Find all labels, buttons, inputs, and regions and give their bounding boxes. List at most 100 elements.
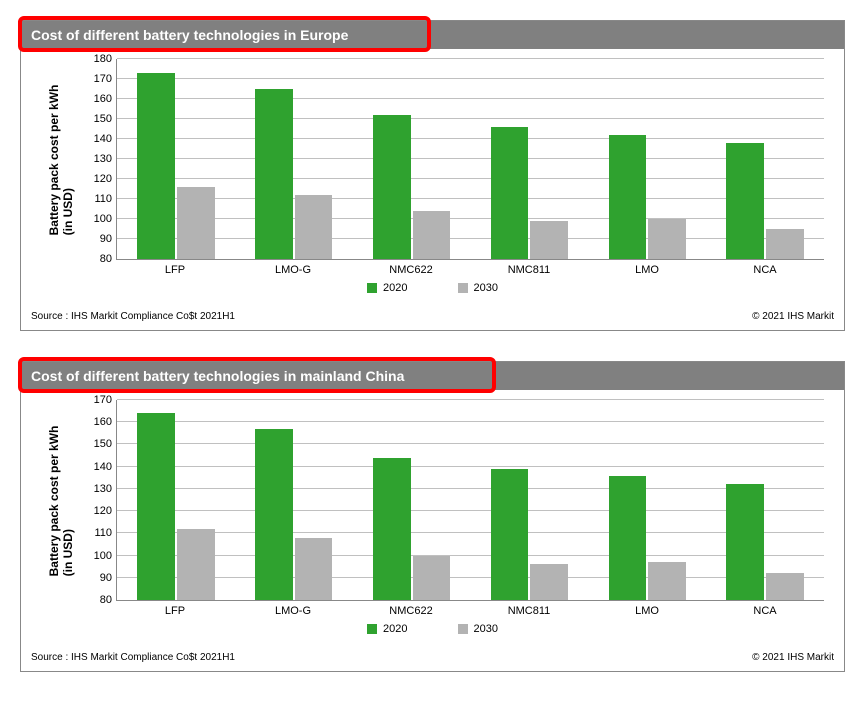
y-tick: 150	[94, 438, 112, 450]
chart-title: Cost of different battery technologies i…	[31, 27, 348, 43]
bar	[491, 127, 529, 259]
y-tick: 160	[94, 93, 112, 105]
x-tick: LMO	[588, 260, 706, 276]
bar	[255, 429, 293, 600]
category-slot	[588, 59, 706, 259]
copyright-text: © 2021 IHS Markit	[752, 311, 834, 322]
chart-footer: Source : IHS Markit Compliance Co$t 2021…	[21, 305, 844, 330]
y-tick: 100	[94, 213, 112, 225]
legend-item: 2030	[458, 623, 498, 635]
y-tick: 120	[94, 173, 112, 185]
legend-item: 2030	[458, 282, 498, 294]
legend-label: 2020	[383, 623, 407, 635]
category-slot	[117, 400, 235, 600]
source-text: Source : IHS Markit Compliance Co$t 2021…	[31, 311, 235, 322]
bar	[491, 469, 529, 600]
bar	[609, 476, 647, 600]
y-axis-label: Battery pack cost per kWh(in USD)	[47, 425, 75, 576]
chart-title: Cost of different battery technologies i…	[31, 368, 404, 384]
y-tick: 100	[94, 550, 112, 562]
legend-label: 2020	[383, 282, 407, 294]
y-tick: 80	[100, 594, 112, 606]
y-tick: 150	[94, 113, 112, 125]
category-slot	[353, 59, 471, 259]
bar	[295, 538, 333, 600]
bar	[530, 564, 568, 600]
chart-panel-1: Cost of different battery technologies i…	[20, 361, 845, 672]
x-tick: NMC622	[352, 260, 470, 276]
y-tick: 110	[94, 193, 112, 205]
bar	[137, 73, 175, 259]
chart-title-bar: Cost of different battery technologies i…	[21, 362, 844, 390]
bar	[609, 135, 647, 259]
chart-title-bar: Cost of different battery technologies i…	[21, 21, 844, 49]
x-tick: NCA	[706, 260, 824, 276]
bar	[295, 195, 333, 259]
source-text: Source : IHS Markit Compliance Co$t 2021…	[31, 652, 235, 663]
y-tick: 90	[100, 233, 112, 245]
y-tick: 180	[94, 53, 112, 65]
category-slot	[470, 59, 588, 259]
category-slot	[117, 59, 235, 259]
legend-item: 2020	[367, 623, 407, 635]
bar	[648, 219, 686, 259]
bar	[373, 458, 411, 600]
legend-label: 2030	[474, 282, 498, 294]
category-slot	[706, 400, 824, 600]
y-tick: 170	[94, 73, 112, 85]
bar	[530, 221, 568, 259]
y-tick: 80	[100, 253, 112, 265]
bar	[413, 556, 451, 600]
y-tick: 170	[94, 394, 112, 406]
bar	[177, 529, 215, 600]
category-slot	[470, 400, 588, 600]
y-axis-label: Battery pack cost per kWh(in USD)	[47, 84, 75, 235]
chart-panel-0: Cost of different battery technologies i…	[20, 20, 845, 331]
x-tick: LFP	[116, 601, 234, 617]
category-slot	[235, 400, 353, 600]
y-tick: 120	[94, 505, 112, 517]
category-slot	[706, 59, 824, 259]
plot-area	[116, 59, 824, 260]
legend-label: 2030	[474, 623, 498, 635]
chart-body: Battery pack cost per kWh(in USD) 80 90 100…	[21, 49, 844, 305]
legend-swatch	[367, 283, 377, 293]
x-tick: NMC622	[352, 601, 470, 617]
bar	[726, 484, 764, 600]
bar	[177, 187, 215, 259]
legend: 2020 2030	[41, 276, 824, 300]
x-tick: LMO-G	[234, 601, 352, 617]
category-slot	[588, 400, 706, 600]
x-tick: LMO	[588, 601, 706, 617]
y-tick: 140	[94, 461, 112, 473]
legend-item: 2020	[367, 282, 407, 294]
x-tick: NCA	[706, 601, 824, 617]
y-tick: 160	[94, 416, 112, 428]
chart-footer: Source : IHS Markit Compliance Co$t 2021…	[21, 646, 844, 671]
y-tick: 130	[94, 483, 112, 495]
bar	[766, 229, 804, 259]
x-tick: LFP	[116, 260, 234, 276]
y-tick: 140	[94, 133, 112, 145]
bar	[726, 143, 764, 259]
x-tick: LMO-G	[234, 260, 352, 276]
chart-body: Battery pack cost per kWh(in USD) 80 90 100…	[21, 390, 844, 646]
plot-area	[116, 400, 824, 601]
bar	[373, 115, 411, 259]
copyright-text: © 2021 IHS Markit	[752, 652, 834, 663]
legend-swatch	[367, 624, 377, 634]
legend-swatch	[458, 283, 468, 293]
x-tick: NMC811	[470, 601, 588, 617]
bar	[255, 89, 293, 259]
y-tick: 90	[100, 572, 112, 584]
bar	[648, 562, 686, 600]
x-tick: NMC811	[470, 260, 588, 276]
bar	[137, 413, 175, 600]
category-slot	[235, 59, 353, 259]
bar	[766, 573, 804, 600]
bar	[413, 211, 451, 259]
y-tick: 110	[94, 527, 112, 539]
y-tick: 130	[94, 153, 112, 165]
legend-swatch	[458, 624, 468, 634]
legend: 2020 2030	[41, 617, 824, 641]
